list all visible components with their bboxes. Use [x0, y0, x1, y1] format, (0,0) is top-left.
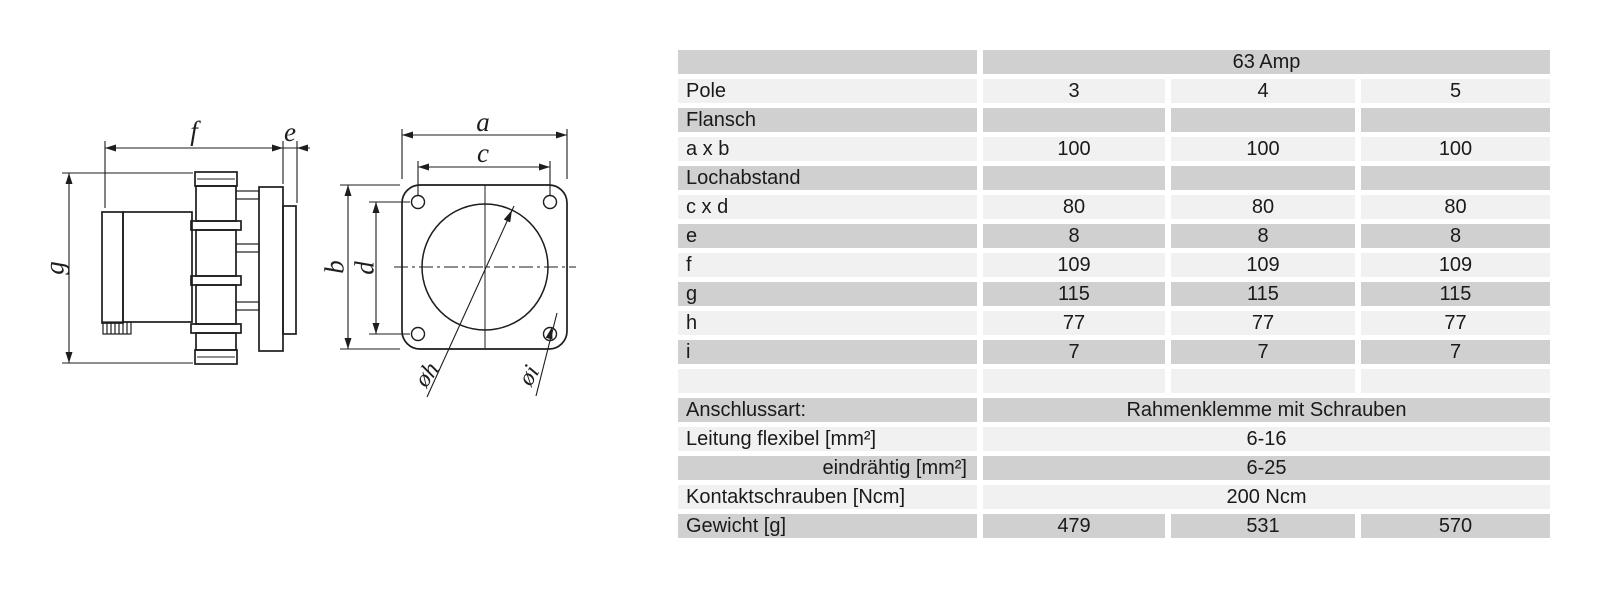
cell-value: 7 [1171, 340, 1355, 364]
dim-label-e: e [284, 117, 296, 147]
row-label: Pole [678, 79, 977, 103]
dim-label-b: b [319, 260, 349, 274]
mounting-hole [410, 194, 426, 210]
grip-serration [102, 321, 132, 335]
cell-value: 80 [1171, 195, 1355, 219]
dim-f [104, 141, 310, 208]
cell-value: 570 [1361, 514, 1550, 538]
dimensions: f e g a c b d øh øi [40, 107, 568, 398]
mounting-hole [542, 194, 558, 210]
cell-value: 77 [1171, 311, 1355, 335]
dim-label-dia-h: øh [409, 358, 445, 393]
cell-value: 8 [1171, 224, 1355, 248]
row-label: g [678, 282, 977, 306]
dim-diameter-i [535, 312, 558, 397]
row-label: a x b [678, 137, 977, 161]
cell-value: 4 [1171, 79, 1355, 103]
cell-value [1361, 108, 1550, 132]
dim-e [282, 141, 308, 203]
table-header-amps: 63 Amp [983, 50, 1550, 74]
row-label: Lochabstand [678, 166, 977, 190]
cell-merged: 6-16 [983, 427, 1550, 451]
ribbed-flange-stack [190, 171, 242, 365]
row-label: i [678, 340, 977, 364]
cell-value [1171, 166, 1355, 190]
row-label: f [678, 253, 977, 277]
cell-value: 7 [1361, 340, 1550, 364]
cell-value: 109 [983, 253, 1165, 277]
technical-drawing: f e g a c b d øh øi [40, 107, 576, 398]
cell-value [1171, 369, 1355, 393]
cable-gland [101, 211, 124, 324]
side-view [101, 171, 297, 365]
cell-value: 80 [983, 195, 1165, 219]
cell-value: 77 [983, 311, 1165, 335]
cell-value: 77 [1361, 311, 1550, 335]
dim-label-c: c [477, 138, 489, 168]
row-label [678, 369, 977, 393]
cell-value: 100 [1361, 137, 1550, 161]
cell-value: 479 [983, 514, 1165, 538]
flange-collar-edge [282, 205, 297, 335]
spec-table: 63 Amp Pole 3 4 5 Flansch a x b 100 100 … [678, 50, 1550, 538]
contact-pins [235, 190, 260, 311]
cell-merged: 200 Ncm [983, 485, 1550, 509]
dim-a [401, 129, 568, 179]
dim-d [369, 201, 410, 335]
cell-value [983, 369, 1165, 393]
row-label: e [678, 224, 977, 248]
cell-value: 100 [983, 137, 1165, 161]
cell-value: 109 [1171, 253, 1355, 277]
cell-value: 100 [1171, 137, 1355, 161]
row-label: Anschlussart: [678, 398, 977, 422]
row-label: h [678, 311, 977, 335]
cell-merged: 6-25 [983, 456, 1550, 480]
cell-value [1361, 369, 1550, 393]
cell-value: 531 [1171, 514, 1355, 538]
dim-label-a: a [476, 107, 490, 137]
row-label: Kontaktschrauben [Ncm] [678, 485, 977, 509]
dim-c [417, 161, 551, 195]
cell-value: 5 [1361, 79, 1550, 103]
row-label: c x d [678, 195, 977, 219]
dim-b [340, 184, 400, 350]
dim-label-d: d [349, 261, 379, 275]
cell-value [1361, 166, 1550, 190]
cell-value [1171, 108, 1355, 132]
cell-value: 80 [1361, 195, 1550, 219]
cell-value: 115 [983, 282, 1165, 306]
row-label: Leitung flexibel [mm²] [678, 427, 977, 451]
cell-value [983, 108, 1165, 132]
dim-diameter-h [426, 205, 515, 398]
row-label [678, 50, 977, 74]
connector-body [122, 211, 193, 323]
mounting-hole [410, 326, 426, 342]
dim-label-g: g [40, 261, 69, 275]
cell-value: 109 [1361, 253, 1550, 277]
flange-plate-edge [258, 186, 284, 352]
dim-g [62, 172, 193, 364]
cell-value: 8 [983, 224, 1165, 248]
cell-value: 115 [1171, 282, 1355, 306]
row-label: Flansch [678, 108, 977, 132]
cell-value [983, 166, 1165, 190]
cell-value: 7 [983, 340, 1165, 364]
dim-label-f: f [190, 116, 201, 146]
row-label: Gewicht [g] [678, 514, 977, 538]
cell-merged: Rahmenklemme mit Schrauben [983, 398, 1550, 422]
cell-value: 8 [1361, 224, 1550, 248]
dim-label-dia-i: øi [513, 361, 545, 391]
row-label: eindrähtig [mm²] [678, 456, 977, 480]
cell-value: 115 [1361, 282, 1550, 306]
cell-value: 3 [983, 79, 1165, 103]
front-view [394, 184, 576, 350]
